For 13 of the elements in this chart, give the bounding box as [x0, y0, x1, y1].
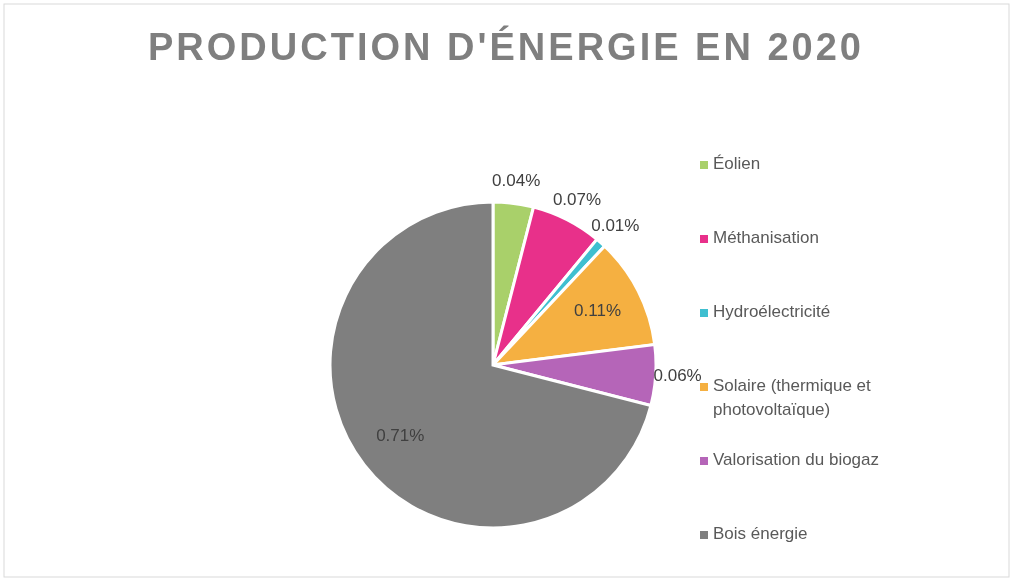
legend-label: Bois énergie	[713, 524, 808, 544]
legend-label: Hydroélectricité	[713, 302, 831, 322]
data-label: 0.01%	[591, 215, 640, 235]
legend-label: Solaire (thermique et photovoltaïque)	[713, 376, 872, 420]
data-label: 0.71%	[376, 426, 425, 446]
legend-label: Éolien	[713, 154, 761, 174]
legend-label: Méthanisation	[713, 228, 819, 248]
chart-title: PRODUCTION D'ÉNERGIE EN 2020	[148, 25, 864, 68]
data-label: 0.07%	[552, 189, 602, 209]
data-label: 0.06%	[653, 366, 702, 386]
data-label: 0.04%	[492, 170, 541, 190]
legend-label: Valorisation du biogaz	[713, 450, 880, 470]
data-label: 0.11%	[574, 301, 622, 321]
